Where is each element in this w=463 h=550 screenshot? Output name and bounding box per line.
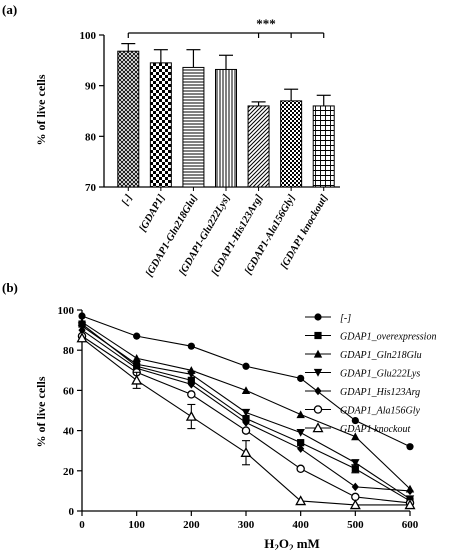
- line-chart-y-axis-label: % of live cells: [34, 376, 48, 447]
- data-point: [240, 446, 252, 457]
- data-point: [241, 426, 251, 435]
- data-point: [242, 362, 250, 370]
- bar-category-label: [GDAP1]: [138, 193, 168, 234]
- data-point: [132, 354, 141, 362]
- bar-chart-y-tick-label: 90: [85, 81, 97, 93]
- legend-marker: [314, 331, 322, 340]
- bar-chart-y-tick-label: 70: [85, 182, 97, 194]
- panel-a-label: (a): [2, 2, 17, 17]
- significance-label: ***: [256, 16, 276, 31]
- data-point: [351, 459, 360, 467]
- line-chart-y-tick-label: 40: [63, 426, 75, 438]
- data-point: [296, 429, 305, 437]
- line-chart-y-tick-label: 60: [63, 385, 75, 397]
- legend-marker: [313, 349, 323, 358]
- bar: [117, 50, 140, 188]
- line-chart-x-axis-label: H2O2 mM: [264, 536, 320, 550]
- line-chart-x-tick-label: 0: [79, 519, 85, 531]
- data-point: [349, 499, 361, 510]
- data-point: [78, 325, 86, 335]
- line-chart: % of live cells H2O2 mM 0 20 40 60 80 100 0 100…: [34, 305, 436, 550]
- bar-category-label: [-]: [120, 193, 135, 208]
- data-point: [296, 410, 305, 419]
- line-chart-y-tick-label: 80: [63, 345, 75, 357]
- legend-label: GDAP1_Glu222Lys: [340, 369, 420, 380]
- line-chart-y-tick-label: 20: [63, 466, 75, 478]
- legend-label: GDAP1_Gln218Glu: [340, 350, 422, 361]
- data-point: [351, 482, 359, 492]
- data-point: [187, 390, 196, 399]
- bar: [247, 105, 270, 188]
- data-point: [241, 408, 251, 417]
- data-point: [295, 495, 307, 506]
- data-point: [76, 332, 88, 343]
- data-point: [351, 416, 359, 425]
- line-chart-x-tick-label: 500: [347, 519, 364, 531]
- legend-marker: [312, 422, 324, 433]
- data-point: [406, 443, 414, 451]
- bar: [149, 62, 172, 188]
- data-point: [242, 418, 250, 427]
- line-chart-x-tick-label: 300: [238, 519, 255, 531]
- line-chart-x-tick-label: 600: [402, 519, 419, 531]
- legend-label: GDAP1 knockout: [340, 424, 410, 435]
- data-point: [187, 370, 196, 379]
- bar: [312, 105, 335, 188]
- panel-b-label: (b): [2, 280, 18, 295]
- bar: [215, 68, 237, 188]
- line-chart-x-tick-label: 200: [183, 519, 200, 531]
- data-point: [351, 432, 360, 441]
- bar: [182, 66, 205, 188]
- series-6: GDAP1 knockout: [76, 332, 416, 510]
- legend-marker: [313, 405, 323, 414]
- bar-chart-y-tick-label: 80: [85, 131, 97, 143]
- legend-marker: [314, 313, 322, 321]
- data-point: [296, 464, 305, 474]
- legend-label: GDAP1_Ala156Gly: [340, 406, 421, 417]
- data-point: [185, 410, 197, 421]
- line-chart-y-tick-label: 100: [58, 305, 75, 317]
- data-point: [133, 332, 141, 340]
- legend-label: GDAP1_His123Arg: [340, 387, 420, 398]
- legend-marker: [313, 368, 323, 377]
- legend-marker: [314, 386, 322, 396]
- data-point: [406, 486, 414, 496]
- legend-label: GDAP1_overexpression: [340, 332, 436, 343]
- data-point: [187, 342, 195, 350]
- data-point: [78, 312, 86, 320]
- data-point: [297, 374, 305, 382]
- data-point: [297, 439, 305, 447]
- bar: [280, 100, 303, 188]
- legend-label: [-]: [340, 313, 351, 324]
- data-point: [404, 499, 416, 510]
- line-chart-x-tick-label: 100: [128, 519, 145, 531]
- bar-chart-y-axis-label: % of live cells: [34, 74, 48, 145]
- data-point: [131, 374, 143, 385]
- series-0: [-]: [78, 312, 414, 451]
- data-point: [351, 465, 359, 473]
- data-point: [297, 444, 305, 453]
- line-chart-y-tick-label: 0: [69, 506, 75, 518]
- bar-chart-y-tick-label: 100: [80, 30, 97, 42]
- data-point: [187, 380, 195, 389]
- line-chart-x-tick-label: 400: [292, 519, 309, 531]
- data-point: [241, 386, 251, 394]
